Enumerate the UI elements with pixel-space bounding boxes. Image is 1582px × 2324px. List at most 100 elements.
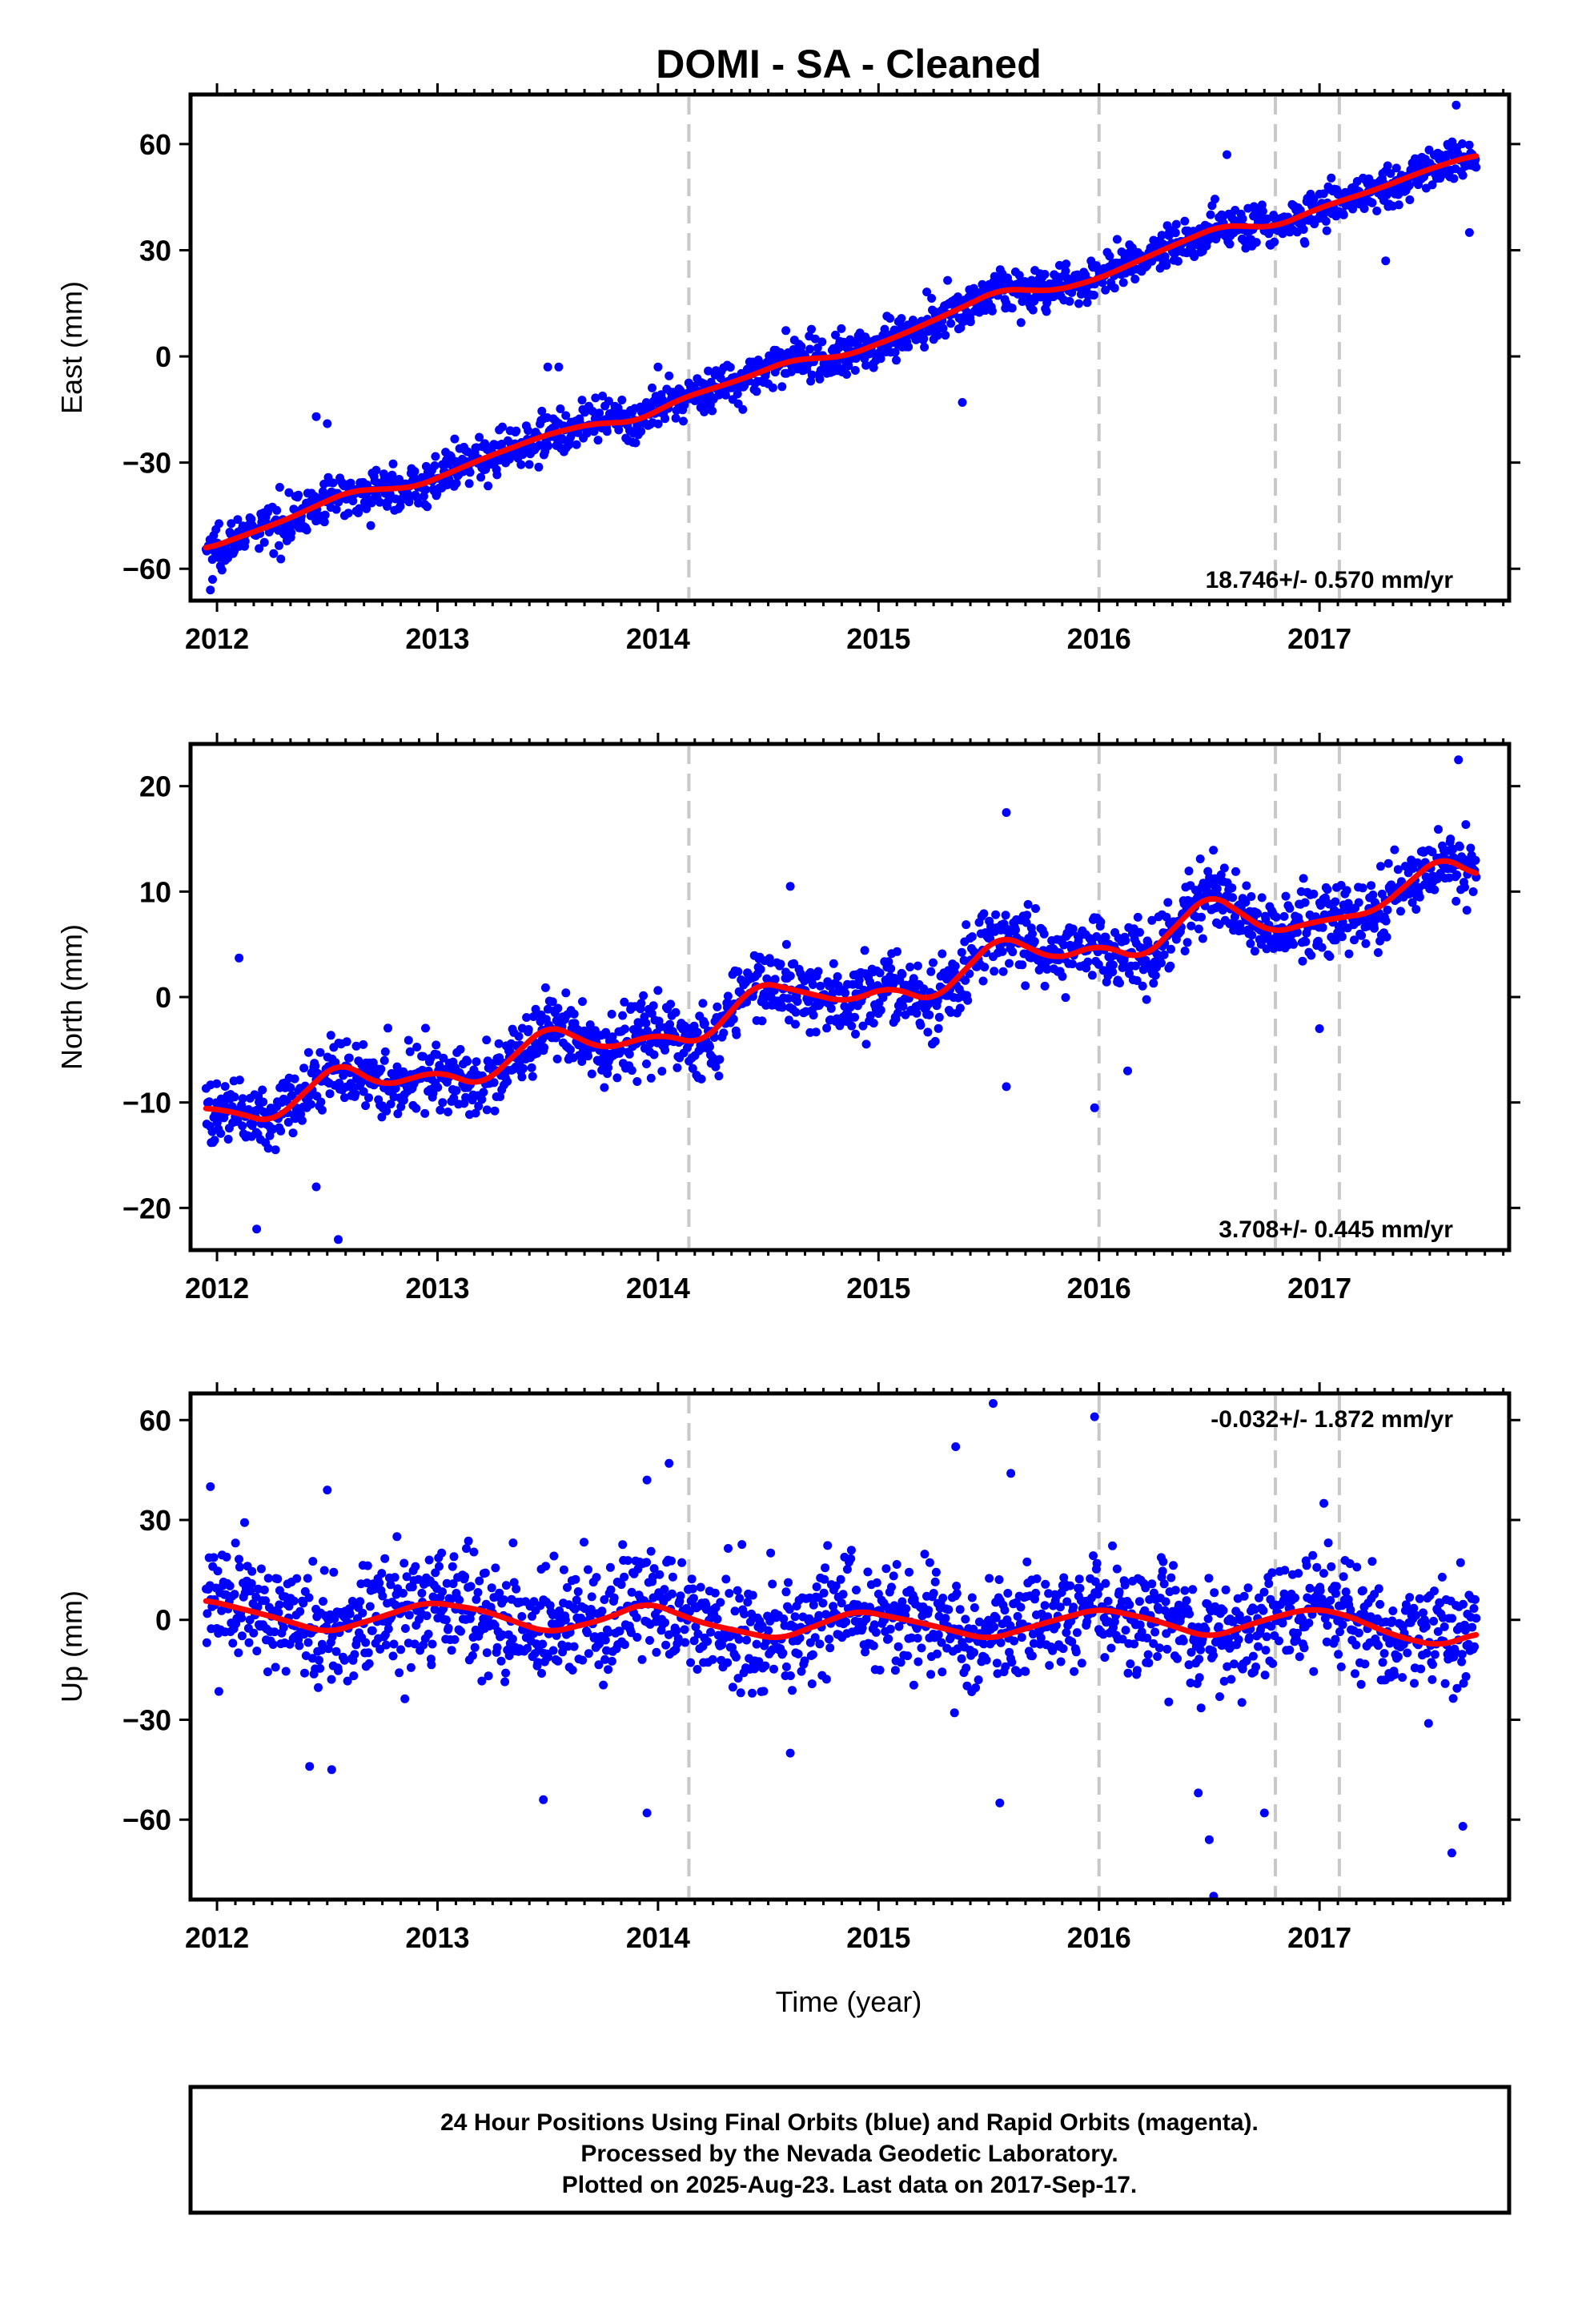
data-point bbox=[519, 1063, 528, 1073]
data-point bbox=[668, 1572, 677, 1582]
data-point bbox=[733, 967, 743, 976]
data-point bbox=[1150, 1627, 1160, 1637]
data-point bbox=[970, 1648, 978, 1657]
data-point bbox=[410, 467, 420, 476]
data-point bbox=[992, 1659, 1002, 1668]
data-point bbox=[577, 396, 587, 405]
data-point bbox=[1007, 1658, 1017, 1667]
data-point bbox=[1153, 1652, 1162, 1661]
data-point bbox=[1118, 278, 1128, 287]
data-point bbox=[974, 1675, 983, 1685]
data-point bbox=[1376, 862, 1385, 871]
data-point bbox=[851, 1029, 860, 1039]
data-point bbox=[1032, 1574, 1042, 1583]
data-point bbox=[584, 1565, 592, 1574]
data-point bbox=[624, 1049, 634, 1059]
data-point bbox=[202, 1638, 211, 1647]
data-point bbox=[1027, 1651, 1037, 1661]
data-point bbox=[1210, 1588, 1219, 1598]
data-point bbox=[930, 1036, 940, 1046]
data-point bbox=[215, 519, 223, 529]
data-point bbox=[256, 1564, 266, 1574]
data-point bbox=[524, 1025, 533, 1034]
data-point bbox=[876, 354, 885, 364]
data-point bbox=[880, 324, 889, 334]
data-point bbox=[1368, 891, 1378, 899]
data-point bbox=[1101, 1578, 1110, 1588]
data-point bbox=[714, 1072, 724, 1081]
data-point bbox=[1367, 881, 1376, 891]
data-point bbox=[1158, 1557, 1168, 1566]
data-point bbox=[606, 1585, 616, 1594]
data-point bbox=[437, 1548, 447, 1558]
data-point bbox=[627, 1066, 636, 1076]
data-point bbox=[985, 1574, 994, 1583]
data-point bbox=[395, 1668, 404, 1678]
data-point bbox=[713, 1002, 722, 1011]
data-point bbox=[1327, 173, 1336, 183]
data-point bbox=[725, 1589, 734, 1598]
data-point bbox=[1018, 960, 1027, 970]
data-point bbox=[273, 1574, 283, 1584]
x-tick-label: 2014 bbox=[626, 1272, 690, 1305]
data-point bbox=[885, 1624, 895, 1634]
data-point bbox=[788, 1686, 797, 1695]
data-point bbox=[1163, 898, 1173, 907]
data-point bbox=[1171, 219, 1181, 229]
data-point bbox=[258, 1085, 267, 1095]
data-point bbox=[1021, 1667, 1030, 1676]
data-point bbox=[1103, 1596, 1113, 1606]
data-point bbox=[634, 1019, 644, 1029]
data-point bbox=[777, 1003, 787, 1012]
data-point bbox=[1405, 195, 1415, 204]
data-point bbox=[363, 1561, 372, 1570]
data-point bbox=[212, 1079, 222, 1088]
data-point bbox=[269, 549, 279, 558]
data-point bbox=[540, 983, 550, 992]
data-point bbox=[991, 910, 1001, 919]
data-point bbox=[1367, 198, 1377, 207]
data-point bbox=[757, 1016, 767, 1026]
data-point bbox=[1196, 1645, 1205, 1655]
data-point bbox=[1289, 939, 1299, 949]
data-point bbox=[704, 366, 713, 376]
data-point bbox=[396, 1645, 406, 1655]
data-point bbox=[1142, 995, 1151, 1004]
data-point bbox=[953, 292, 962, 302]
data-point bbox=[813, 967, 823, 976]
data-point bbox=[731, 1652, 741, 1662]
data-point bbox=[448, 1562, 457, 1571]
data-point bbox=[1415, 892, 1424, 902]
data-point bbox=[847, 1021, 857, 1031]
data-point bbox=[642, 1059, 651, 1068]
data-point bbox=[1246, 939, 1255, 948]
data-point bbox=[1164, 1697, 1174, 1707]
data-point bbox=[308, 1557, 318, 1566]
data-point bbox=[679, 416, 688, 426]
data-point bbox=[240, 1518, 249, 1527]
data-point bbox=[431, 452, 440, 461]
data-point bbox=[1089, 291, 1098, 300]
data-point bbox=[1013, 1611, 1022, 1621]
data-point bbox=[482, 1035, 492, 1045]
data-point bbox=[893, 1642, 903, 1651]
data-point bbox=[938, 949, 947, 959]
data-point bbox=[427, 1660, 436, 1670]
data-point bbox=[587, 1592, 596, 1602]
data-point bbox=[237, 1631, 247, 1641]
data-point bbox=[1186, 921, 1196, 931]
data-point bbox=[1301, 937, 1311, 947]
data-point bbox=[752, 387, 761, 396]
east-points bbox=[201, 100, 1481, 595]
data-point bbox=[1209, 1651, 1218, 1660]
data-point bbox=[528, 1072, 537, 1081]
data-point bbox=[1130, 275, 1140, 283]
data-point bbox=[569, 1642, 579, 1651]
data-point bbox=[233, 515, 243, 525]
data-point bbox=[315, 1655, 323, 1665]
data-point bbox=[913, 961, 922, 971]
data-point bbox=[618, 1011, 628, 1020]
data-point bbox=[852, 1586, 861, 1594]
data-point bbox=[422, 1611, 432, 1621]
